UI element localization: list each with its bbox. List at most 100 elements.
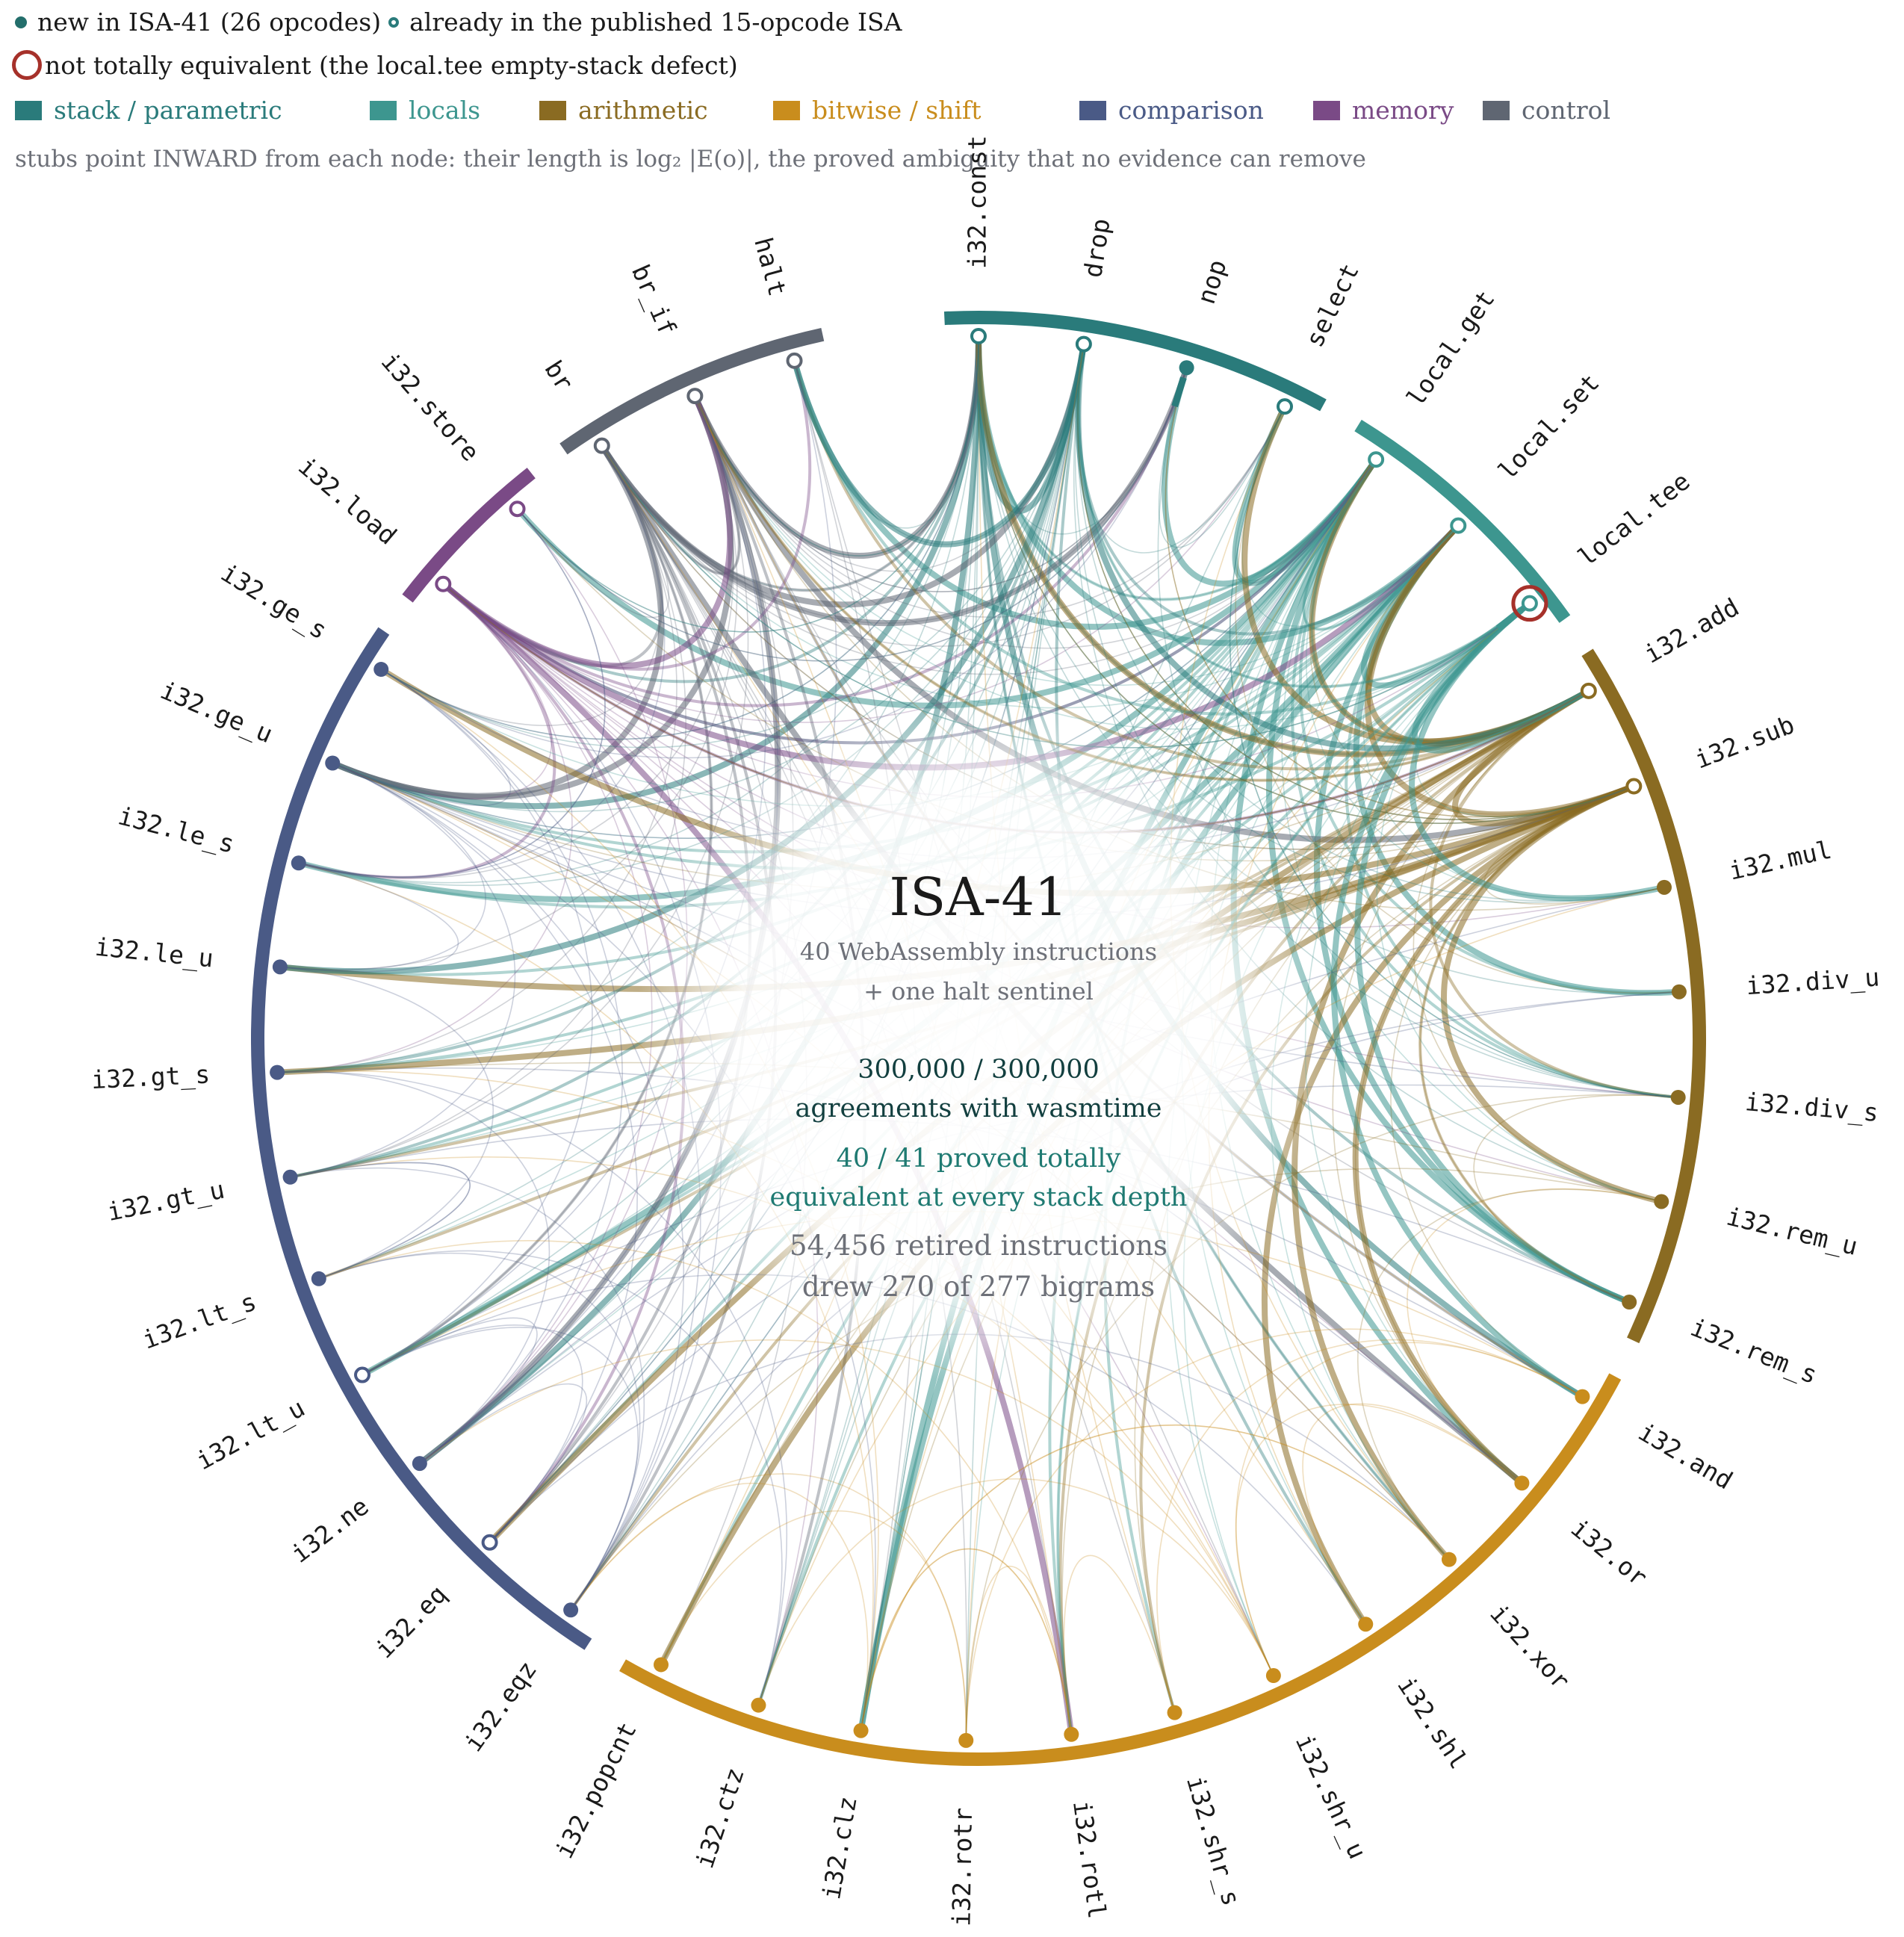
opcode-node-published[interactable]: [509, 500, 526, 518]
bigram-chord: [1165, 367, 1634, 818]
opcode-node-published[interactable]: [354, 1366, 371, 1383]
opcode-label: i32.div_u: [1745, 962, 1880, 1001]
opcode-label: i32.ne: [285, 1491, 373, 1568]
opcode-node-published[interactable]: [435, 575, 452, 592]
bigram-chord: [860, 1424, 1450, 1731]
bigram-chord: [1158, 367, 1286, 548]
bigram-chord: [442, 367, 1188, 707]
retired-count: 54,456 retired instructions: [790, 1230, 1167, 1262]
bigram-chord: [380, 445, 661, 727]
bigram-chord: [277, 445, 677, 1073]
opcode-node-published[interactable]: [1075, 335, 1092, 353]
opcode-node-new[interactable]: [1441, 1552, 1457, 1567]
opcode-node-new[interactable]: [958, 1732, 974, 1748]
opcode-node-published[interactable]: [786, 352, 803, 369]
opcode-node-published[interactable]: [1450, 517, 1467, 534]
bigram-chord: [1076, 344, 1531, 689]
legend-new-label: new in ISA-41 (26 opcodes): [37, 7, 382, 37]
opcode-nodes: [270, 328, 1687, 1748]
agreement-count: 300,000 / 300,000: [858, 1055, 1100, 1085]
opcode-node-new[interactable]: [751, 1697, 766, 1713]
opcode-node-new[interactable]: [1064, 1726, 1079, 1742]
opcode-label: i32.clz: [816, 1794, 863, 1902]
opcode-node-published[interactable]: [970, 328, 987, 344]
opcode-node-new[interactable]: [272, 959, 288, 975]
bigram-chord: [793, 360, 1531, 716]
opcode-node-new[interactable]: [1167, 1705, 1182, 1720]
bigram-chord: [516, 445, 670, 619]
opcode-node-new[interactable]: [654, 1657, 669, 1673]
opcode-node-published[interactable]: [1521, 595, 1538, 612]
bigram-chord: [1076, 344, 1665, 902]
bigram-chord: [516, 335, 979, 633]
opcode-node-published[interactable]: [1625, 778, 1643, 795]
opcode-node-new[interactable]: [563, 1602, 579, 1618]
opcode-node-published[interactable]: [1580, 682, 1597, 699]
opcode-node-new[interactable]: [325, 755, 341, 771]
opcode-label: i32.rotl: [1067, 1799, 1112, 1921]
legend-category-arithmetic: arithmetic: [539, 96, 708, 125]
legend-category-control: control: [1483, 96, 1610, 125]
bigram-chord: [1291, 459, 1678, 1099]
opcode-node-new[interactable]: [1671, 984, 1687, 1000]
opcode-node-new[interactable]: [1179, 360, 1194, 376]
bigram-chord: [318, 1252, 641, 1611]
bigram-chord: [1229, 406, 1678, 1098]
opcode-node-new[interactable]: [1622, 1295, 1637, 1310]
opcode-node-new[interactable]: [1654, 1194, 1669, 1209]
legend-category-memory: memory: [1313, 96, 1454, 125]
locals-swatch-icon: [370, 100, 397, 120]
opcode-node-new[interactable]: [373, 662, 389, 678]
opcode-node-new[interactable]: [291, 855, 306, 871]
bigram-chord: [1419, 785, 1634, 1303]
opcode-node-new[interactable]: [1657, 879, 1672, 895]
ambiguity-stub: [1171, 376, 1187, 408]
opcode-node-new[interactable]: [853, 1723, 869, 1738]
opcode-node-published[interactable]: [593, 437, 610, 454]
opcode-node-published[interactable]: [686, 388, 704, 405]
opcode-node-published[interactable]: [1277, 398, 1294, 415]
opcode-node-new[interactable]: [1514, 1475, 1530, 1491]
opcode-node-new[interactable]: [311, 1271, 326, 1286]
legend-category-stack: stack / parametric: [15, 96, 282, 125]
control-swatch-icon: [1483, 100, 1510, 120]
bigram-chord: [1162, 367, 1379, 587]
bigram-chord: [1229, 406, 1678, 1098]
agreement-label: agreements with wasmtime: [795, 1094, 1162, 1124]
bigram-chord: [791, 344, 1087, 548]
bigram-chord: [1075, 344, 1590, 752]
opcode-node-published[interactable]: [1368, 451, 1385, 468]
bigram-chord: [1311, 459, 1590, 742]
opcode-label: i32.add: [1639, 592, 1743, 669]
stubs-note: stubs point INWARD from each node: their…: [15, 146, 1366, 173]
category-label: comparison: [1118, 96, 1264, 125]
opcode-label: i32.eq: [370, 1579, 453, 1664]
bigram-chord: [380, 335, 979, 740]
bigram-chord: [1357, 1188, 1662, 1561]
bigram-chord: [279, 762, 486, 971]
opcode-node-new[interactable]: [282, 1169, 298, 1185]
bigram-chord: [362, 1327, 639, 1611]
opcode-node-new[interactable]: [1265, 1668, 1281, 1684]
category-label: control: [1522, 96, 1611, 125]
defect-ring-icon: [12, 50, 42, 80]
category-arcs: [251, 311, 1706, 1766]
stack-swatch-icon: [15, 100, 42, 120]
bigram-chord: [570, 1482, 869, 1731]
opcode-node-new[interactable]: [412, 1456, 427, 1472]
arithmetic-swatch-icon: [539, 100, 566, 120]
bigram-chord: [298, 445, 666, 878]
opcode-node-published[interactable]: [481, 1534, 498, 1551]
category-label: arithmetic: [578, 96, 708, 125]
center-subtitle-1: 40 WebAssembly instructions: [800, 937, 1157, 966]
opcode-node-new[interactable]: [270, 1064, 285, 1080]
category-arc-stack: [943, 311, 1327, 412]
opcode-node-new[interactable]: [1670, 1089, 1686, 1105]
opcode-label: i32.lt_u: [191, 1393, 310, 1476]
bigram-chord: [290, 762, 516, 1178]
opcode-node-new[interactable]: [1358, 1617, 1374, 1632]
opcode-node-new[interactable]: [1575, 1389, 1590, 1404]
bigram-chord: [757, 1478, 1274, 1705]
opcode-label: br_if: [625, 260, 683, 340]
